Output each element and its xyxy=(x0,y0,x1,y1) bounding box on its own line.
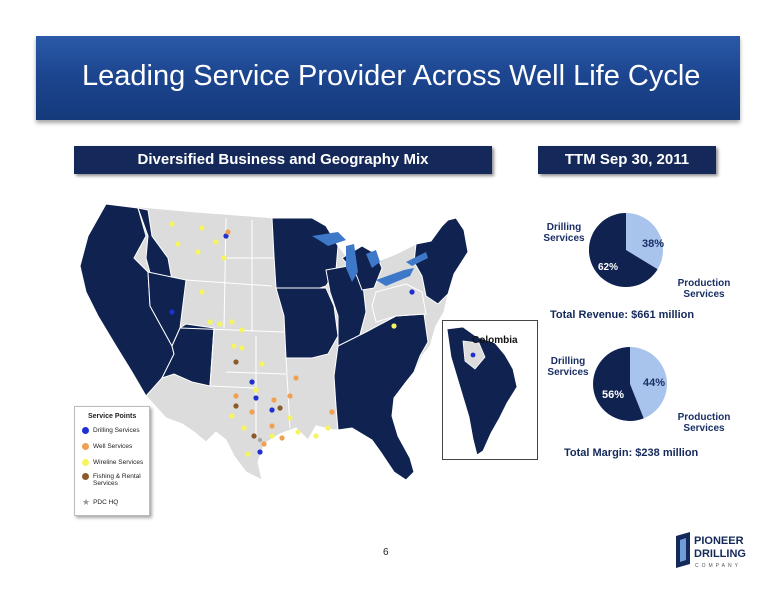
drilling-dot-icon xyxy=(82,427,89,434)
arizona-state xyxy=(161,323,215,387)
revenue-production-label: Production Services xyxy=(677,278,731,300)
state-borders xyxy=(179,217,291,436)
total-revenue: Total Revenue: $661 million xyxy=(550,309,695,321)
star-icon: ★ xyxy=(82,497,91,507)
legend-title: Service Points xyxy=(88,413,137,420)
iowa-missouri-region xyxy=(275,287,339,359)
colombia-inset xyxy=(442,320,538,460)
revenue-drilling-slice xyxy=(588,212,658,287)
fishing-dot-icon xyxy=(82,473,89,480)
service-points xyxy=(169,221,415,457)
revenue-drilling-pct: 62% xyxy=(598,262,619,273)
legend-item-drilling: Drilling Services xyxy=(82,427,140,434)
well-dot-icon xyxy=(82,443,89,450)
company-logo: PIONEER DRILLING COMPANY xyxy=(674,530,746,575)
margin-pie-chart xyxy=(593,347,667,421)
title-bar: Leading Service Provider Across Well Lif… xyxy=(36,36,740,120)
margin-production-label: Production Services xyxy=(677,412,731,434)
period-banner: TTM Sep 30, 2011 xyxy=(538,146,716,174)
legend-label: Wireline Services xyxy=(93,459,144,466)
page-title: Leading Service Provider Across Well Lif… xyxy=(82,60,701,92)
legend-label: PDC HQ xyxy=(93,499,119,506)
total-margin: Total Margin: $238 million xyxy=(564,447,699,459)
logo-mark-icon: PIONEER DRILLING COMPANY xyxy=(676,532,746,569)
margin-production-pct: 44% xyxy=(643,377,666,389)
legend-label: Fishing & Rental Services xyxy=(93,473,141,487)
margin-drilling-pct: 56% xyxy=(602,389,625,401)
great-lakes xyxy=(312,232,428,286)
legend-label: Drilling Services xyxy=(93,427,140,434)
legend-item-fishing: Fishing & Rental Services xyxy=(82,473,148,487)
legend-item-hq: ★ PDC HQ xyxy=(82,497,119,507)
wireline-dot-icon xyxy=(82,459,89,466)
map-legend: Service Points Drilling Services Well Se… xyxy=(74,406,150,516)
revenue-drilling-label: Drilling Services xyxy=(543,222,585,244)
legend-item-well: Well Services xyxy=(82,443,132,450)
northeast-states xyxy=(413,217,469,305)
logo-line1: PIONEER xyxy=(694,535,744,547)
page-number: 6 xyxy=(383,547,389,558)
legend-item-wireline: Wireline Services xyxy=(82,459,143,466)
revenue-production-pct: 38% xyxy=(642,238,665,250)
colombia-label: Colombia xyxy=(472,335,518,346)
south-america-map xyxy=(446,326,518,456)
logo-line3: COMPANY xyxy=(695,563,741,569)
us-map xyxy=(79,203,469,481)
logo-line2: DRILLING xyxy=(694,548,746,560)
margin-drilling-label: Drilling Services xyxy=(547,356,589,378)
margin-drilling-slice xyxy=(593,347,644,421)
legend-label: Well Services xyxy=(93,443,133,450)
business-mix-banner: Diversified Business and Geography Mix xyxy=(74,146,492,174)
southeast-states xyxy=(333,313,429,481)
revenue-pie-chart xyxy=(588,212,663,287)
